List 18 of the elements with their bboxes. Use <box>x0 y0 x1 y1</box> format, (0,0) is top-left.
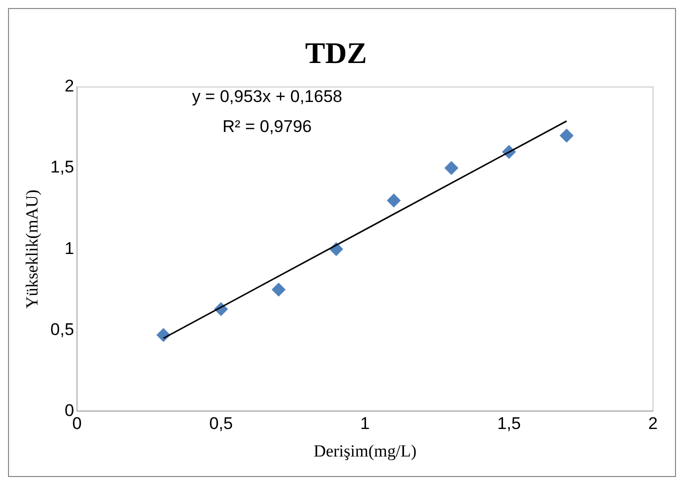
point <box>444 161 458 176</box>
y-tick-label: 2 <box>64 76 74 96</box>
x-axis-title: Derişim(mg/L) <box>314 441 416 460</box>
x-tick-label: 1 <box>360 414 370 434</box>
x-tick-label: 2 <box>648 414 658 434</box>
point <box>272 282 286 297</box>
y-tick-label: 0,5 <box>50 320 74 339</box>
point <box>560 128 574 143</box>
point <box>386 193 401 208</box>
y-axis-title: Yükseklik(mAU) <box>22 190 42 309</box>
annotation: y = 0,953x + 0,1658 <box>192 87 342 106</box>
annotation: R² = 0,9796 <box>222 117 312 136</box>
y-tick-label: 0 <box>64 400 74 420</box>
x-tick-label: 0,5 <box>209 414 233 434</box>
x-tick-label: 1,5 <box>497 414 521 434</box>
y-tick-label: 1 <box>64 238 74 258</box>
y-tick-label: 1,5 <box>50 158 74 177</box>
chart-title: TDZ <box>305 36 367 70</box>
